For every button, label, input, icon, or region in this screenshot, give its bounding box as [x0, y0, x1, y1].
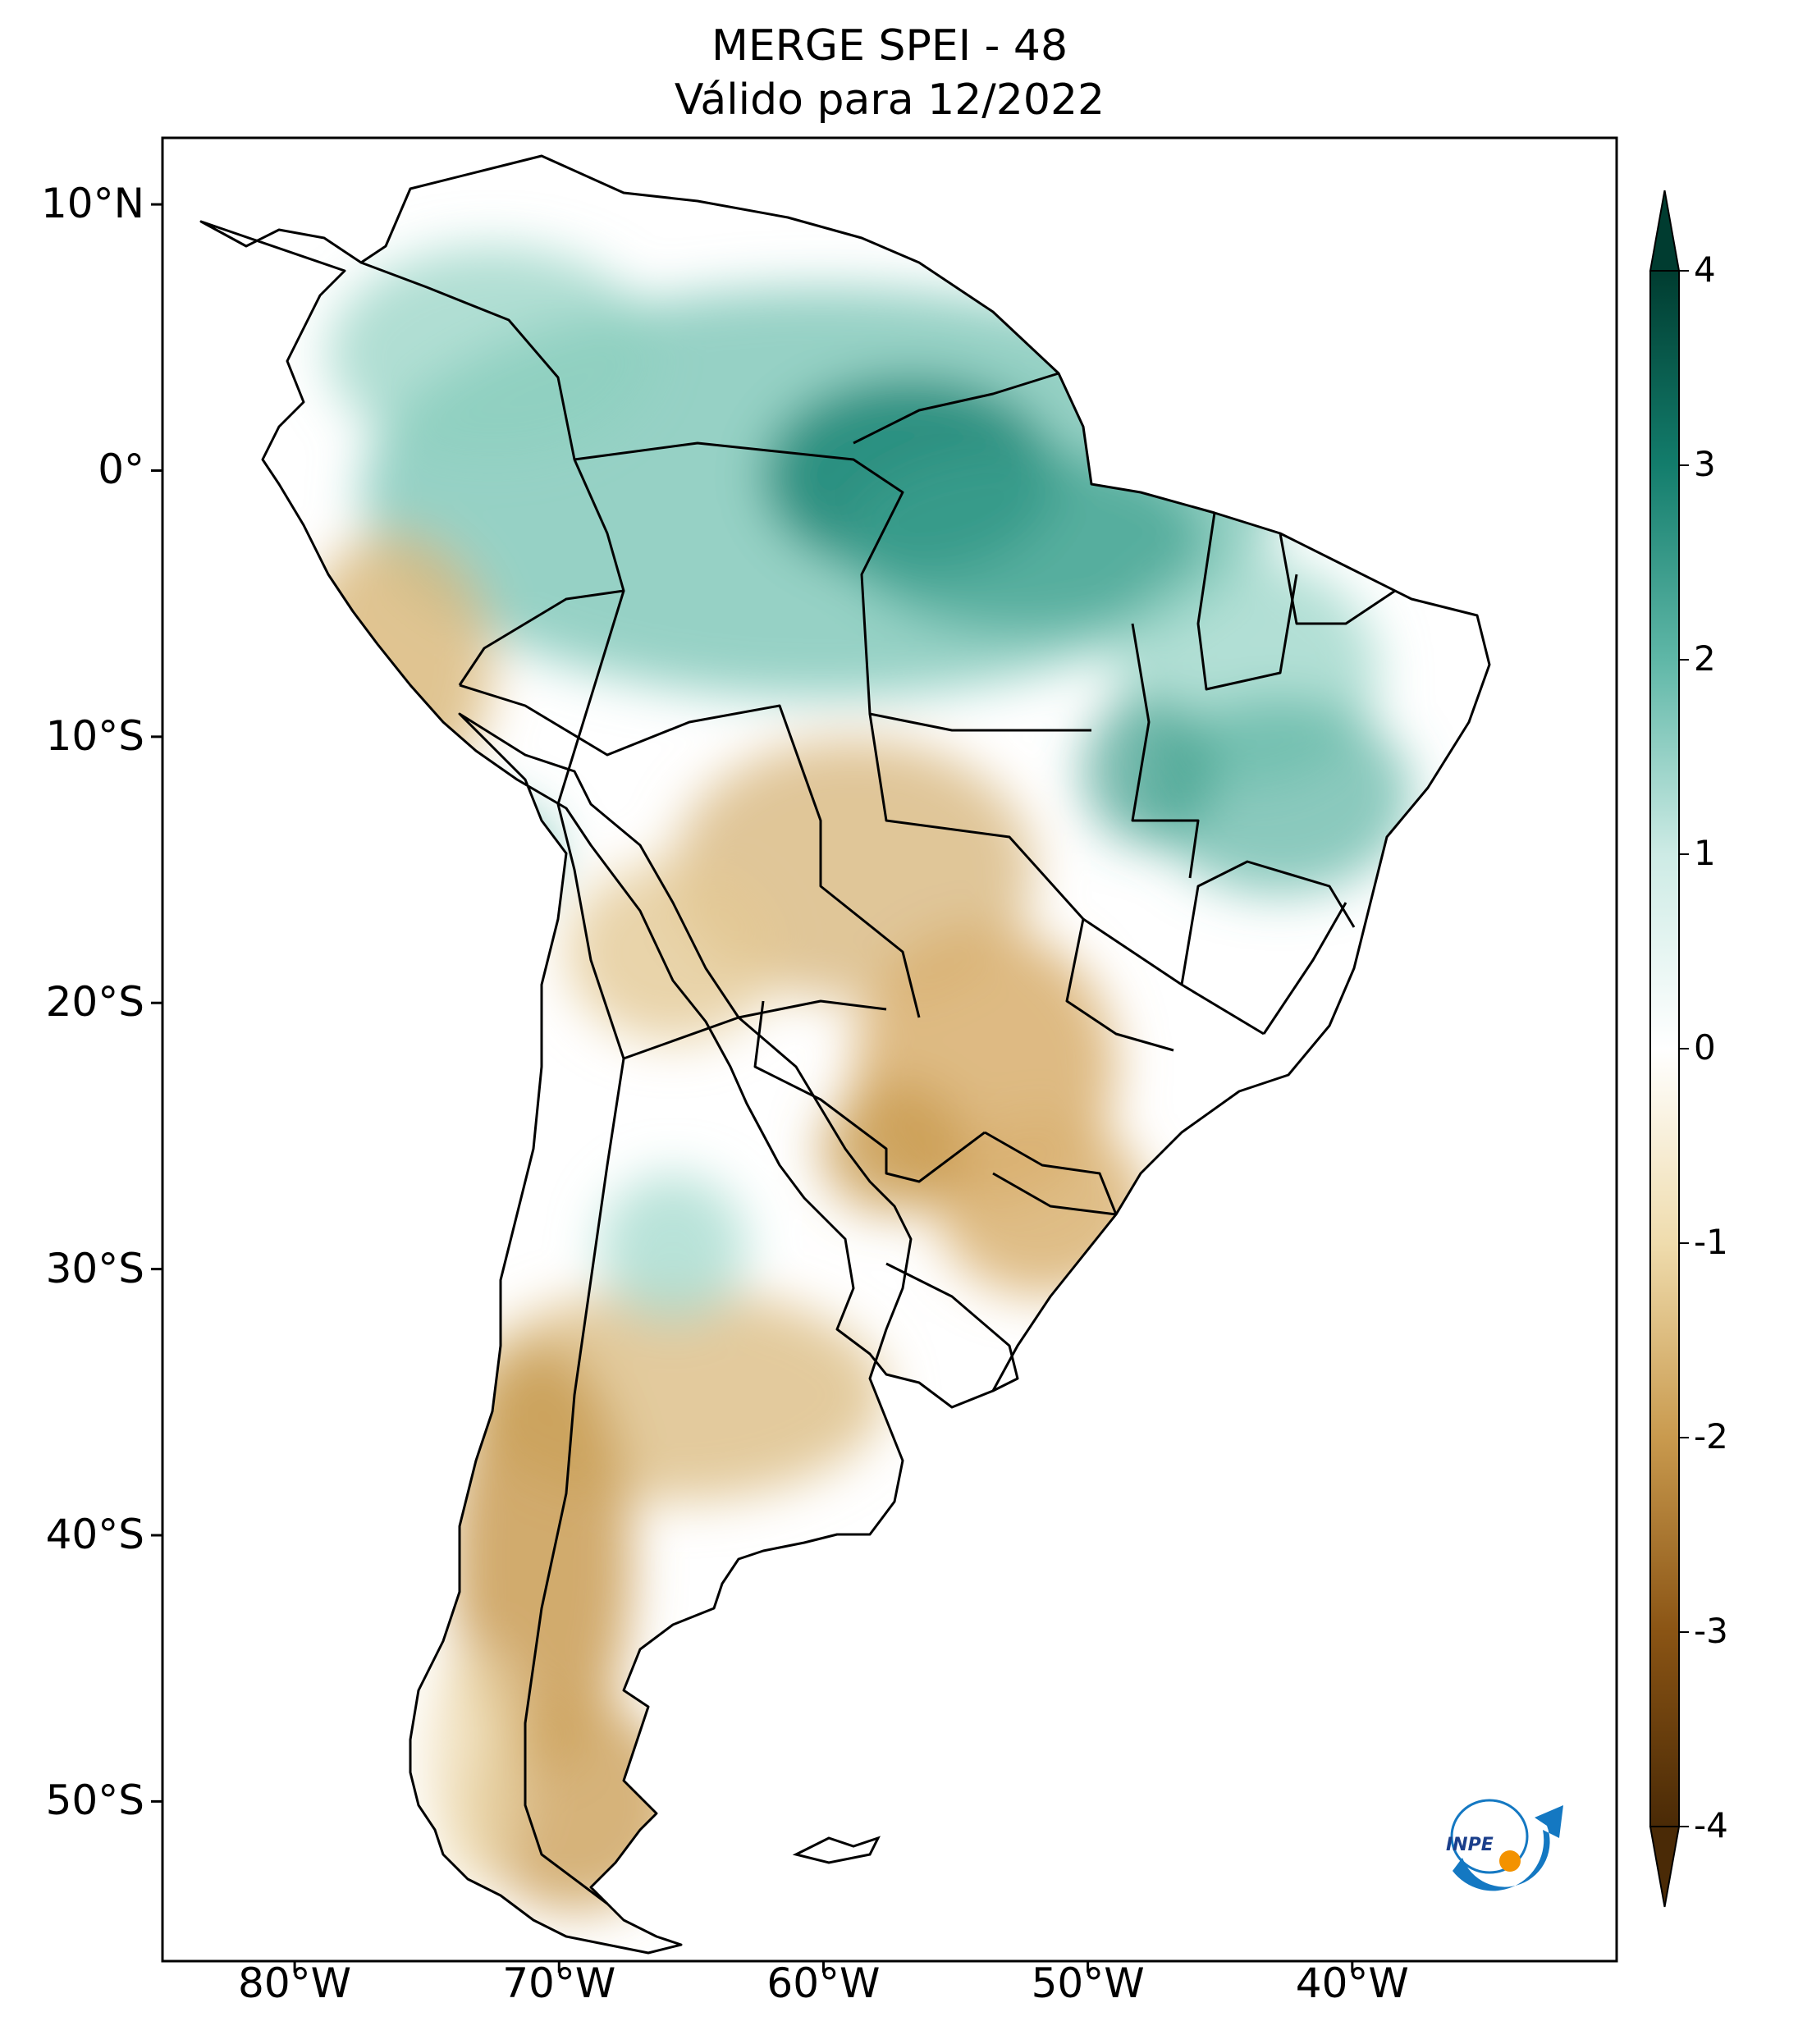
lon-tick-label: 70°W [502, 1959, 616, 2007]
lon-tick-label: 50°W [1031, 1959, 1145, 2007]
colorbar-tick-label: -2 [1694, 1416, 1728, 1456]
map-title-line2: Válido para 12/2022 [674, 75, 1105, 125]
colorbar-extend-min [1649, 1826, 1681, 1908]
lat-tick-label: 10°N [40, 180, 144, 228]
falkland-islands [792, 1836, 881, 1864]
colorbar-tick-label: -1 [1694, 1222, 1728, 1262]
colorbar-tick-marks [1679, 270, 1689, 1827]
lon-tick-marks [293, 1961, 1354, 1973]
lat-tick-label: 40°S [45, 1510, 144, 1558]
colorbar-tick-label: 3 [1694, 444, 1716, 484]
country-borders [199, 154, 1491, 1955]
lat-tick-label: 20°S [45, 978, 144, 1027]
colorbar-extend-max [1649, 190, 1681, 272]
colorbar-tick-label: 4 [1694, 249, 1716, 290]
colorbar-tick-label: 2 [1694, 638, 1716, 679]
lat-tick-label: 0° [98, 446, 144, 494]
lat-tick-marks [151, 203, 162, 1803]
inpe-logo [1450, 1799, 1563, 1891]
colorbar-tick-label: -4 [1694, 1805, 1728, 1845]
colorbar-tick-label: -3 [1694, 1611, 1728, 1651]
lon-tick-label: 80°W [238, 1959, 352, 2007]
lon-tick-label: 40°W [1295, 1959, 1409, 2007]
colorbar-tick-label: 0 [1694, 1027, 1716, 1068]
lat-tick-label: 10°S [45, 711, 144, 760]
inpe-logo-text: INPE [1446, 1835, 1494, 1855]
colorbar [1649, 270, 1680, 1827]
lat-tick-label: 50°S [45, 1776, 144, 1825]
lon-tick-label: 60°W [766, 1959, 881, 2007]
colorbar-tick-label: 1 [1694, 833, 1716, 873]
lat-tick-label: 30°S [45, 1244, 144, 1292]
map-title-line1: MERGE SPEI - 48 [711, 21, 1068, 71]
